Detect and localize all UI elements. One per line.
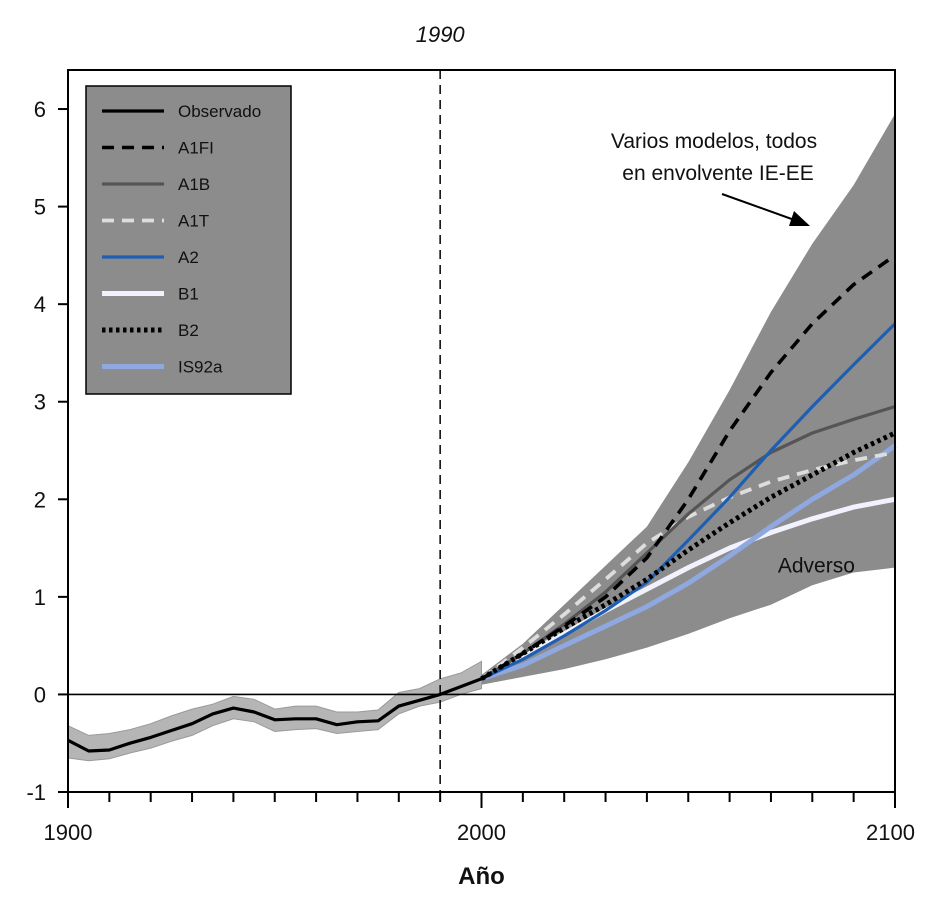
y-tick-label: 0 (34, 682, 46, 707)
legend: Observado A1FI A1B A1T A2 B1 B2 IS92a (85, 85, 292, 395)
x-tick-label: 1900 (44, 820, 93, 845)
legend-entry-a1t: A1T (178, 212, 209, 231)
y-tick-label: 5 (34, 195, 46, 220)
legend-entry-a1fi: A1FI (178, 139, 214, 158)
envelope-annotation-line-1: Varios modelos, todos (611, 130, 817, 153)
legend-entry-observado: Observado (178, 102, 261, 121)
x-axis-title: Año (458, 863, 505, 890)
legend-entry-b2: B2 (178, 321, 199, 340)
series-line-is92a (480, 443, 897, 682)
x-tick-label: 2100 (866, 820, 915, 845)
legend-entry-a1b: A1B (178, 175, 210, 194)
y-tick-label: 1 (34, 585, 46, 610)
adverso-annotation: Adverso (778, 555, 855, 578)
series-line-observado (67, 677, 483, 753)
arrowhead (789, 211, 810, 226)
text-layer: Año 1990 Varios modelos, todos en envolv… (416, 22, 855, 890)
legend-entry-is92a: IS92a (178, 358, 223, 377)
band-layer (67, 113, 895, 762)
line-layer (67, 253, 897, 753)
y-tick-label: 4 (34, 292, 46, 317)
legend-box (85, 85, 292, 395)
axis-layer: -1 0 1 2 3 4 5 6 1900 2000 2100 (26, 69, 915, 845)
series-line-a1fi (480, 253, 897, 681)
series-line-a1t (480, 450, 896, 681)
series-line-a2 (480, 322, 897, 681)
model-envelope (481, 113, 895, 685)
envelope-annotation-line-2: en envolvente IE-EE (622, 162, 813, 185)
y-tick-label: 3 (34, 390, 46, 415)
y-tick-label: -1 (26, 780, 46, 805)
envelope-annotation-arrow (721, 193, 801, 223)
x-tick-label: 2000 (457, 820, 506, 845)
reference-year-label: 1990 (416, 22, 466, 47)
y-tick-label: 6 (34, 97, 46, 122)
series-line-b1 (480, 496, 896, 681)
y-tick-label: 2 (34, 487, 46, 512)
legend-entry-b1: B1 (178, 285, 199, 304)
legend-entry-a2: A2 (178, 248, 199, 267)
observed-uncertainty-band (67, 660, 482, 762)
